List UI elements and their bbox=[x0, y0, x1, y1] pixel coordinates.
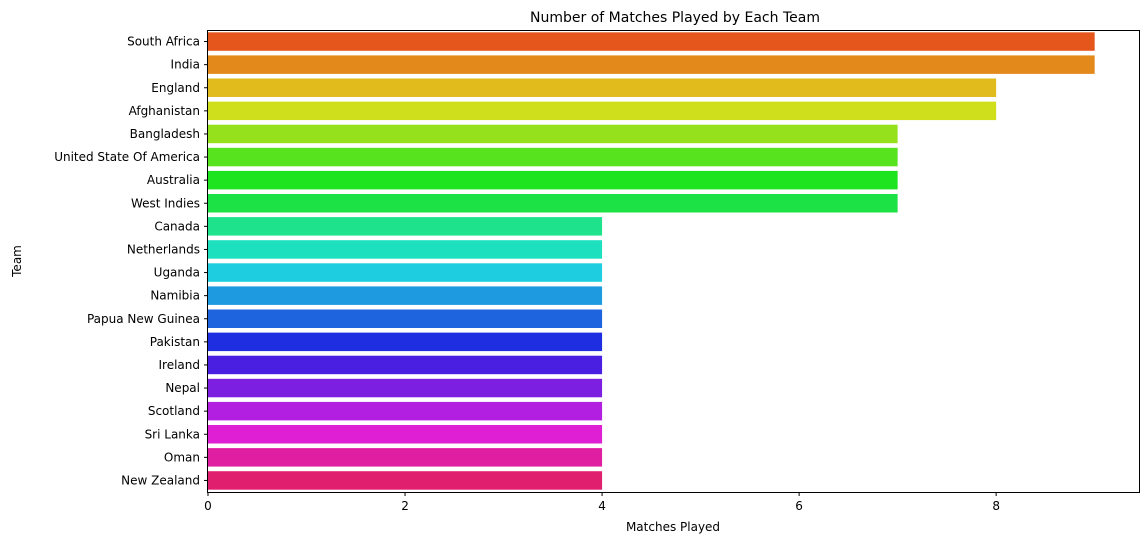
y-axis-ticks: South Africa India England Afghanistan Bangl… bbox=[54, 35, 208, 487]
y-tick-label: Oman bbox=[164, 450, 200, 464]
x-tick-label: 4 bbox=[598, 499, 606, 513]
bar bbox=[208, 471, 603, 490]
bar bbox=[208, 401, 603, 421]
y-tick-label: Netherlands bbox=[127, 242, 200, 256]
bar bbox=[208, 240, 603, 259]
y-tick-label: United State Of America bbox=[54, 150, 200, 164]
x-tick-label: 8 bbox=[992, 499, 1000, 513]
x-axis-ticks: 0 2 4 6 8 bbox=[204, 492, 1000, 513]
y-tick-label: Namibia bbox=[150, 289, 200, 303]
bar bbox=[208, 78, 997, 97]
y-tick-label: Pakistan bbox=[150, 335, 200, 349]
bars-group bbox=[208, 32, 1095, 490]
bar bbox=[208, 355, 603, 375]
y-tick-label: New Zealand bbox=[121, 473, 200, 487]
y-tick-label: Papua New Guinea bbox=[87, 312, 200, 326]
x-tick-label: 2 bbox=[401, 499, 409, 513]
x-tick-label: 6 bbox=[795, 499, 803, 513]
y-tick-label: Ireland bbox=[158, 358, 200, 372]
y-tick-label: Nepal bbox=[165, 381, 200, 395]
y-tick-label: Australia bbox=[147, 173, 200, 187]
bar bbox=[208, 55, 1095, 74]
bar bbox=[208, 147, 898, 167]
bar bbox=[208, 101, 997, 121]
bar bbox=[208, 32, 1095, 51]
y-tick-label: Afghanistan bbox=[129, 104, 200, 118]
bar bbox=[208, 124, 898, 144]
bar bbox=[208, 332, 603, 352]
y-tick-label: India bbox=[171, 58, 200, 72]
y-tick-label: Bangladesh bbox=[130, 127, 200, 141]
bar bbox=[208, 425, 603, 444]
bar bbox=[208, 286, 603, 305]
bar bbox=[208, 309, 603, 328]
y-axis-label: Team bbox=[10, 245, 24, 278]
plot-frame bbox=[207, 30, 1140, 493]
chart-title: Number of Matches Played by Each Team bbox=[530, 10, 820, 26]
y-tick-label: Canada bbox=[154, 219, 200, 233]
y-tick-label: West Indies bbox=[131, 196, 200, 210]
y-tick-label: Uganda bbox=[154, 266, 200, 280]
bar bbox=[208, 217, 603, 236]
bar bbox=[208, 448, 603, 467]
y-tick-label: Sri Lanka bbox=[145, 427, 200, 441]
y-tick-label: Scotland bbox=[148, 404, 200, 418]
bar bbox=[208, 378, 603, 398]
bar bbox=[208, 170, 898, 190]
bar bbox=[208, 194, 898, 213]
y-tick-label: England bbox=[151, 81, 200, 95]
x-tick-label: 0 bbox=[204, 499, 212, 513]
bar bbox=[208, 263, 603, 282]
y-tick-label: South Africa bbox=[127, 35, 200, 49]
x-axis-label: Matches Played bbox=[626, 520, 720, 534]
